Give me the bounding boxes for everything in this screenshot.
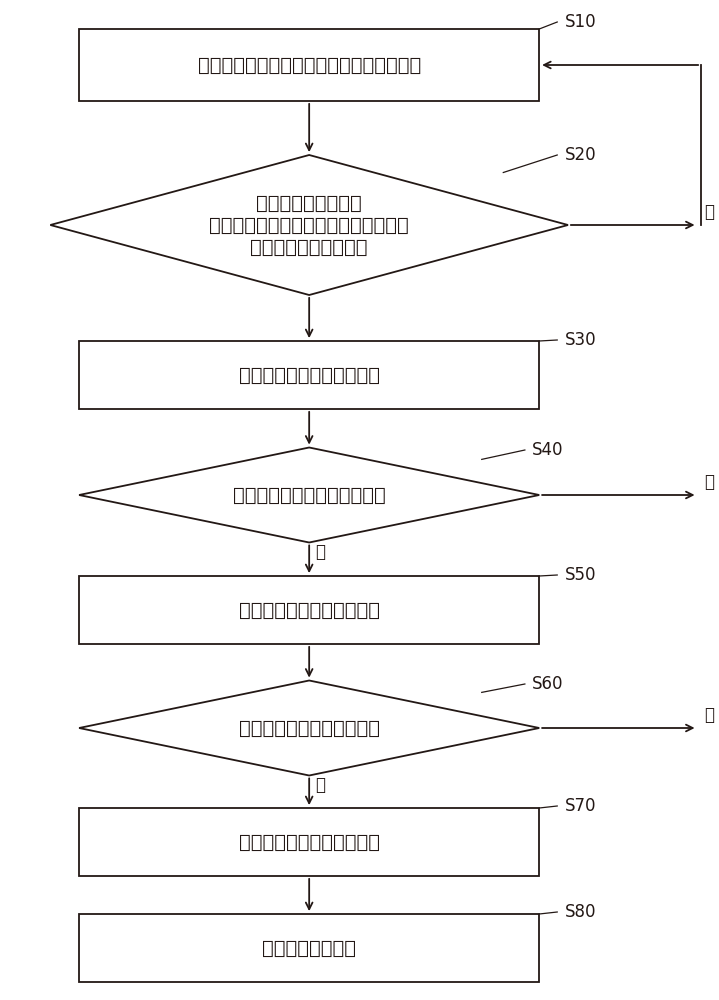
Text: S40: S40: [532, 441, 564, 459]
Text: 判断电池箱体的温度
是否大于温度阈值，并判断电池单体的
温度是否大于温度阈值: 判断电池箱体的温度 是否大于温度阈值，并判断电池单体的 温度是否大于温度阈值: [209, 194, 409, 256]
Bar: [79, 29, 539, 101]
Bar: [79, 808, 539, 876]
Text: S70: S70: [564, 797, 596, 815]
Text: 控制报警装置发出烟雾警报: 控制报警装置发出烟雾警报: [239, 600, 380, 619]
Text: 判断电池箱体内部是否有烟雾: 判断电池箱体内部是否有烟雾: [233, 486, 385, 504]
Text: 否: 否: [705, 473, 715, 491]
Bar: [79, 576, 539, 644]
Text: 是: 是: [315, 776, 325, 794]
Polygon shape: [79, 680, 539, 776]
Text: 否: 否: [705, 203, 715, 221]
Polygon shape: [50, 155, 568, 295]
Text: 是: 是: [315, 543, 325, 561]
Text: S60: S60: [532, 675, 564, 693]
Bar: [79, 914, 539, 982]
Text: S30: S30: [564, 331, 596, 349]
Text: 控制报警装置发出火焰警报: 控制报警装置发出火焰警报: [239, 832, 380, 852]
Text: 判断电池箱体内是否有火焰: 判断电池箱体内是否有火焰: [239, 718, 380, 738]
Text: S10: S10: [564, 13, 596, 31]
Text: S80: S80: [564, 903, 596, 921]
Bar: [79, 341, 539, 409]
Text: 否: 否: [705, 706, 715, 724]
Text: S20: S20: [564, 146, 596, 164]
Text: 控制报警装置发出温度警报: 控制报警装置发出温度警报: [239, 365, 380, 384]
Text: 输出灭火控制执行: 输出灭火控制执行: [262, 938, 356, 958]
Polygon shape: [79, 448, 539, 542]
Text: 分别获取电池箱体的温度和电池单体的温度: 分别获取电池箱体的温度和电池单体的温度: [198, 55, 421, 75]
Text: S50: S50: [564, 566, 596, 584]
